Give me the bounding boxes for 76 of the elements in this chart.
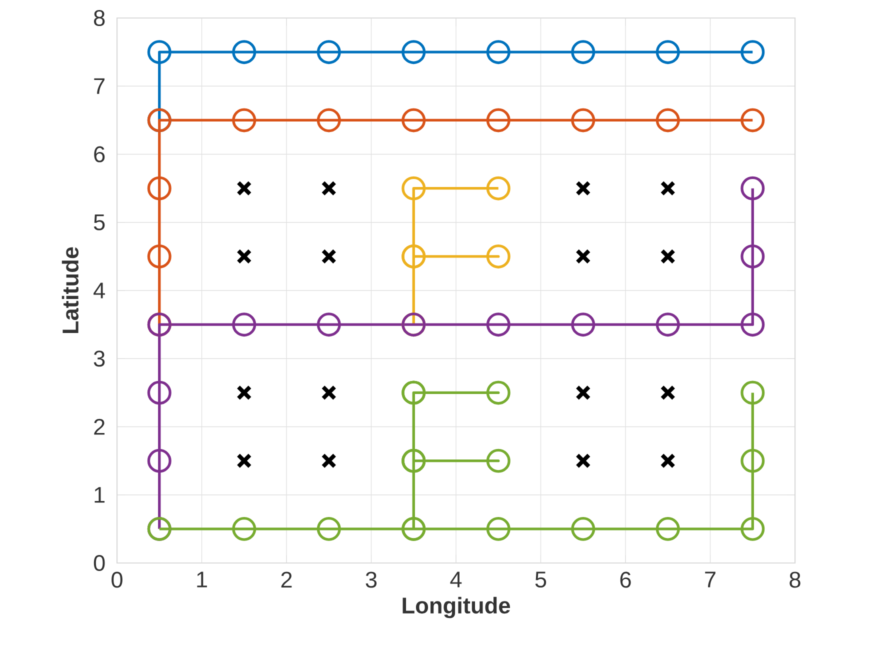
point	[147, 40, 172, 64]
point	[740, 108, 765, 132]
point	[740, 448, 765, 473]
point	[147, 176, 172, 200]
point	[571, 516, 596, 541]
point	[660, 385, 676, 400]
point	[656, 108, 680, 132]
point	[232, 40, 256, 64]
point	[486, 244, 510, 268]
point	[236, 248, 252, 264]
x-tick-label: 1	[197, 572, 207, 588]
point	[575, 248, 591, 264]
y-tick-label: 7	[94, 78, 104, 94]
x-tick-label: 5	[535, 572, 546, 588]
point	[232, 516, 256, 541]
point	[486, 448, 510, 473]
point	[321, 180, 337, 196]
point	[656, 312, 680, 337]
y-tick-label: 5	[94, 214, 105, 230]
point	[321, 453, 337, 468]
y-tick-label: 0	[94, 554, 105, 572]
y-tick-label: 2	[94, 418, 104, 435]
point	[656, 40, 680, 64]
point	[236, 385, 252, 400]
point	[236, 453, 252, 468]
point	[575, 385, 591, 400]
point	[660, 248, 676, 264]
point	[321, 385, 337, 400]
point	[740, 312, 765, 337]
x-tick-label: 7	[705, 572, 716, 588]
y-tick-label: 1	[94, 487, 105, 503]
y-tick-label: 8	[94, 10, 105, 26]
point	[402, 40, 426, 64]
point	[571, 40, 596, 64]
point	[740, 244, 765, 268]
point	[571, 108, 596, 132]
point	[575, 180, 591, 196]
point	[232, 108, 256, 132]
point	[656, 516, 680, 541]
point	[402, 108, 426, 132]
point	[147, 380, 172, 405]
x-tick-label: 8	[790, 572, 800, 588]
y-tick-label: 6	[94, 146, 105, 162]
point	[147, 244, 172, 268]
point	[660, 453, 676, 468]
x-tick-label: 4	[450, 572, 462, 588]
point	[316, 516, 341, 541]
point	[740, 40, 765, 64]
point	[571, 312, 596, 337]
point	[740, 380, 765, 405]
point	[486, 312, 510, 337]
point	[316, 40, 341, 64]
point	[316, 108, 341, 132]
point	[740, 176, 765, 200]
point	[316, 312, 341, 337]
point	[486, 176, 510, 200]
point	[486, 380, 510, 405]
point	[236, 180, 252, 196]
y-tick-label: 3	[94, 350, 105, 367]
y-tick-label: 4	[94, 282, 105, 298]
point	[402, 176, 426, 200]
x-tick-label: 0	[112, 572, 122, 588]
x-tick-label: 6	[620, 572, 631, 588]
point	[321, 248, 337, 264]
point	[740, 516, 765, 541]
x-axis-title: Longitude	[402, 596, 510, 618]
point	[486, 516, 510, 541]
point	[486, 40, 510, 64]
y-axis-title: Latitude	[62, 247, 79, 334]
point	[575, 453, 591, 468]
point	[486, 108, 510, 132]
point	[147, 448, 172, 473]
point	[660, 180, 676, 196]
x-tick-label: 3	[366, 572, 377, 588]
point	[232, 312, 256, 337]
x-tick-label: 2	[281, 572, 292, 588]
